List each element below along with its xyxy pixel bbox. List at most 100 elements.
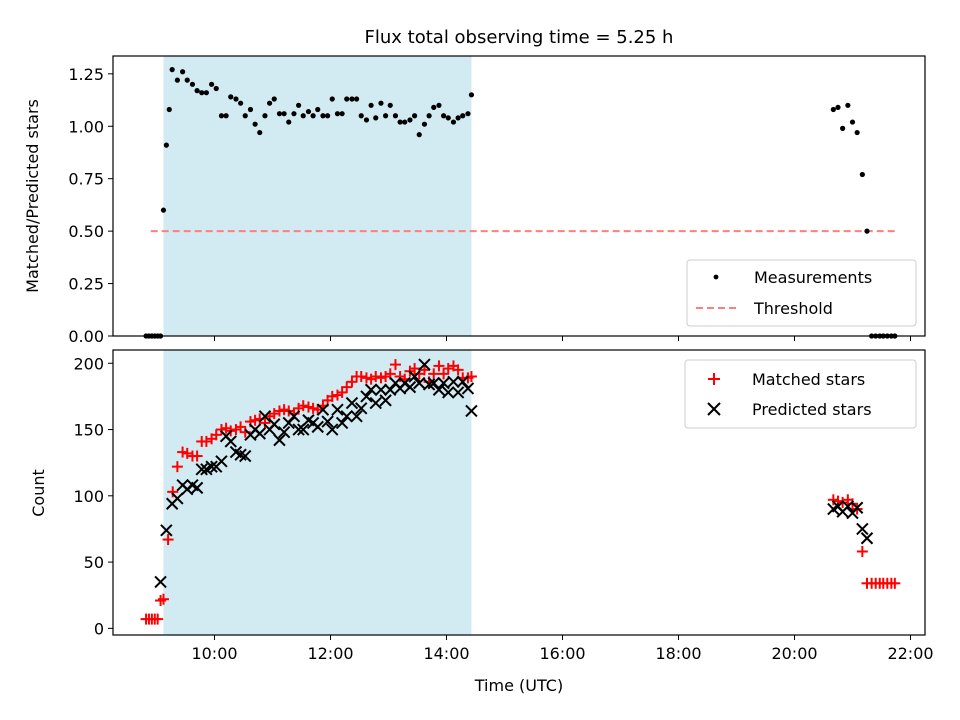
legend-marker-predicted <box>707 402 721 416</box>
measurement-point <box>416 132 422 138</box>
matched-point <box>389 359 401 371</box>
predicted-point <box>374 383 388 396</box>
y-tick-label: 1.00 <box>68 117 104 136</box>
matched-point <box>162 534 174 546</box>
legend-box <box>686 259 917 327</box>
matched-point <box>157 593 169 605</box>
shaded-span <box>163 350 472 635</box>
measurement-point <box>849 119 856 125</box>
ratio-series <box>143 67 898 339</box>
predicted-point <box>465 404 478 418</box>
measurement-point <box>233 96 239 102</box>
x-tick-label: 14:00 <box>423 644 469 663</box>
measurement-point <box>344 96 350 102</box>
y-axis-label: Matched/Predicted stars <box>23 99 42 293</box>
y-tick-label: 200 <box>73 354 104 373</box>
predicted-point <box>451 386 465 399</box>
count-series <box>140 358 901 625</box>
predicted-point <box>432 383 446 396</box>
predicted-point <box>224 435 237 448</box>
predicted-point <box>340 410 353 423</box>
measurement-point <box>160 207 167 213</box>
matched-point <box>152 613 164 625</box>
measurement-point <box>262 113 268 119</box>
predicted-point <box>287 410 301 423</box>
predicted-point <box>326 423 339 436</box>
y-tick-label: 150 <box>73 421 104 440</box>
matched-point <box>355 371 367 383</box>
measurement-point <box>267 100 273 106</box>
measurement-point <box>840 125 846 131</box>
predicted-point <box>403 380 417 394</box>
y-tick-label: 1.25 <box>68 65 104 84</box>
predicted-point <box>253 427 266 440</box>
measurement-point <box>320 113 326 119</box>
measurement-point <box>238 100 244 106</box>
legend-label-measurements: Measurements <box>754 268 872 287</box>
predicted-point <box>447 375 460 389</box>
predicted-point <box>273 433 286 447</box>
shaded-span <box>163 56 472 336</box>
predicted-point <box>160 524 173 537</box>
x-tick-label: 20:00 <box>771 644 817 663</box>
x-tick-label: 18:00 <box>655 644 701 663</box>
measurement-point <box>397 119 403 125</box>
y-axis-label: Count <box>29 469 48 517</box>
measurement-point <box>252 121 258 127</box>
predicted-point <box>355 402 368 415</box>
predicted-point <box>215 455 228 468</box>
matched-point <box>370 371 382 383</box>
measurement-point <box>450 119 457 125</box>
measurement-point <box>402 119 408 125</box>
measurement-point <box>213 85 219 92</box>
measurement-point <box>354 96 360 102</box>
matched-point <box>191 450 203 462</box>
matched-point <box>259 417 271 429</box>
measurement-point <box>209 81 215 87</box>
measurement-point <box>228 94 234 100</box>
y-tick-label: 0.00 <box>68 327 104 346</box>
measurement-point <box>854 129 860 136</box>
predicted-point <box>413 376 426 390</box>
measurement-point <box>242 113 248 119</box>
measurement-point <box>315 106 321 113</box>
x-axis-label: Time (UTC) <box>474 676 563 695</box>
measurement-point <box>460 113 466 119</box>
measurement-point <box>334 111 341 117</box>
measurement-point <box>300 113 306 119</box>
predicted-point <box>369 396 382 410</box>
predicted-point <box>850 501 864 514</box>
measurement-point <box>387 102 393 108</box>
measurement-point <box>281 111 287 117</box>
measurement-point <box>203 90 209 96</box>
measurement-point <box>373 115 379 121</box>
predicted-point <box>442 386 455 399</box>
matched-point <box>200 435 212 447</box>
measurement-point <box>864 228 870 234</box>
predicted-point <box>239 449 252 463</box>
measurement-point <box>349 96 355 102</box>
predicted-point <box>418 358 431 371</box>
measurement-point <box>431 104 437 110</box>
y-tick-label: 0 <box>94 619 104 638</box>
measurement-point <box>835 104 841 110</box>
measurement-point <box>339 111 345 117</box>
matched-point <box>181 447 193 459</box>
measurement-point <box>465 111 471 117</box>
measurement-point <box>329 96 335 102</box>
measurement-point <box>363 117 370 123</box>
measurement-point <box>286 119 292 125</box>
legend-marker-measurements <box>713 274 719 280</box>
predicted-point <box>331 403 344 416</box>
y-tick-label: 50 <box>84 553 104 572</box>
legend-label-threshold: Threshold <box>753 299 833 318</box>
measurement-point <box>378 100 384 106</box>
x-tick-label: 10:00 <box>191 644 237 663</box>
measurement-point <box>310 113 316 119</box>
matched-point <box>171 461 183 473</box>
predicted-point <box>350 410 363 423</box>
predicted-point <box>292 423 305 436</box>
measurement-point <box>291 111 297 117</box>
observing-window-span <box>163 56 472 336</box>
